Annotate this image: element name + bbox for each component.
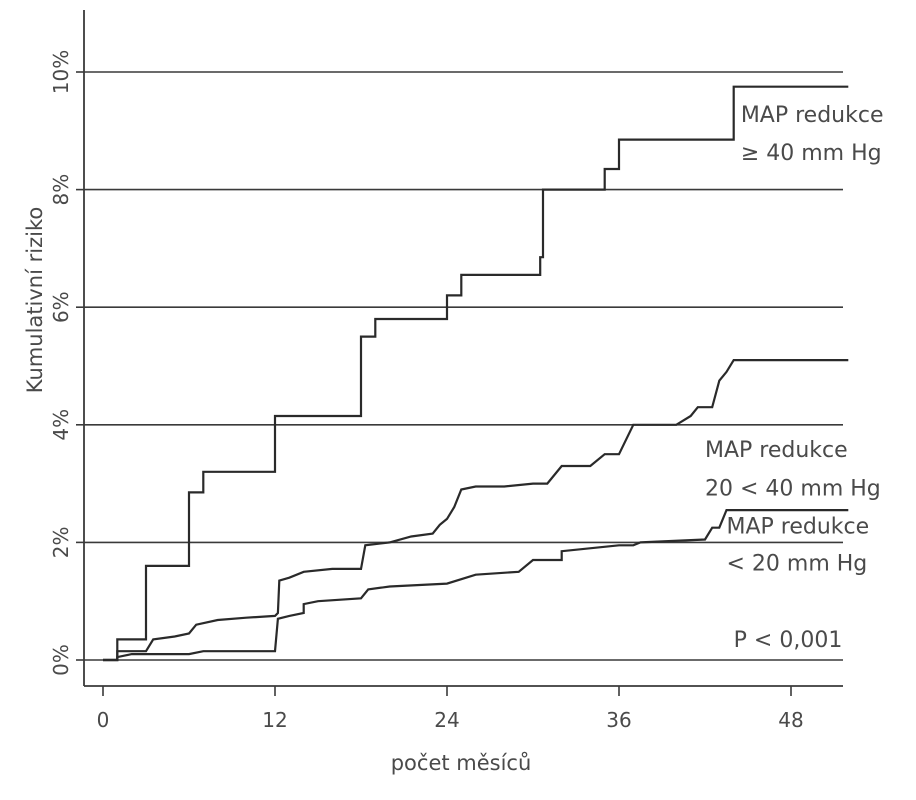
annotation-7: P < 0,001 bbox=[734, 628, 843, 653]
series-line-1 bbox=[103, 85, 849, 662]
y-tick-label-4: 4% bbox=[49, 409, 73, 441]
y-ticks: 0% 2% 4% 6% 8% 10% bbox=[49, 50, 84, 676]
y-tick-label-0: 0% bbox=[49, 644, 73, 676]
annotations: MAP redukce ≥ 40 mm Hg MAP redukce 20 < 40 … bbox=[705, 103, 884, 653]
y-tick-label-8: 8% bbox=[49, 174, 73, 206]
annotation-6: < 20 mm Hg bbox=[727, 552, 868, 577]
axes bbox=[83, 10, 843, 687]
x-ticks: 0 12 24 36 48 bbox=[97, 686, 804, 732]
annotation-4: 20 < 40 mm Hg bbox=[705, 476, 881, 501]
x-tick-label-24: 24 bbox=[434, 708, 459, 732]
y-tick-label-10: 10% bbox=[49, 50, 73, 94]
y-axis-label: Kumulativní riziko bbox=[23, 207, 47, 393]
series-line-2 bbox=[103, 359, 849, 662]
series-group bbox=[103, 85, 849, 662]
x-tick-label-36: 36 bbox=[606, 708, 631, 732]
y-tick-label-2: 2% bbox=[49, 527, 73, 559]
y-tick-label-6: 6% bbox=[49, 291, 73, 323]
annotation-3: MAP redukce bbox=[705, 438, 848, 463]
annotation-2: ≥ 40 mm Hg bbox=[741, 141, 882, 166]
x-tick-label-0: 0 bbox=[97, 708, 110, 732]
series-line-3 bbox=[103, 509, 849, 662]
annotation-5: MAP redukce bbox=[727, 515, 870, 540]
gridlines bbox=[84, 71, 843, 661]
annotation-1: MAP redukce bbox=[741, 103, 884, 128]
x-tick-label-48: 48 bbox=[778, 708, 803, 732]
x-axis-label: počet měsíců bbox=[391, 751, 532, 775]
x-tick-label-12: 12 bbox=[262, 708, 287, 732]
